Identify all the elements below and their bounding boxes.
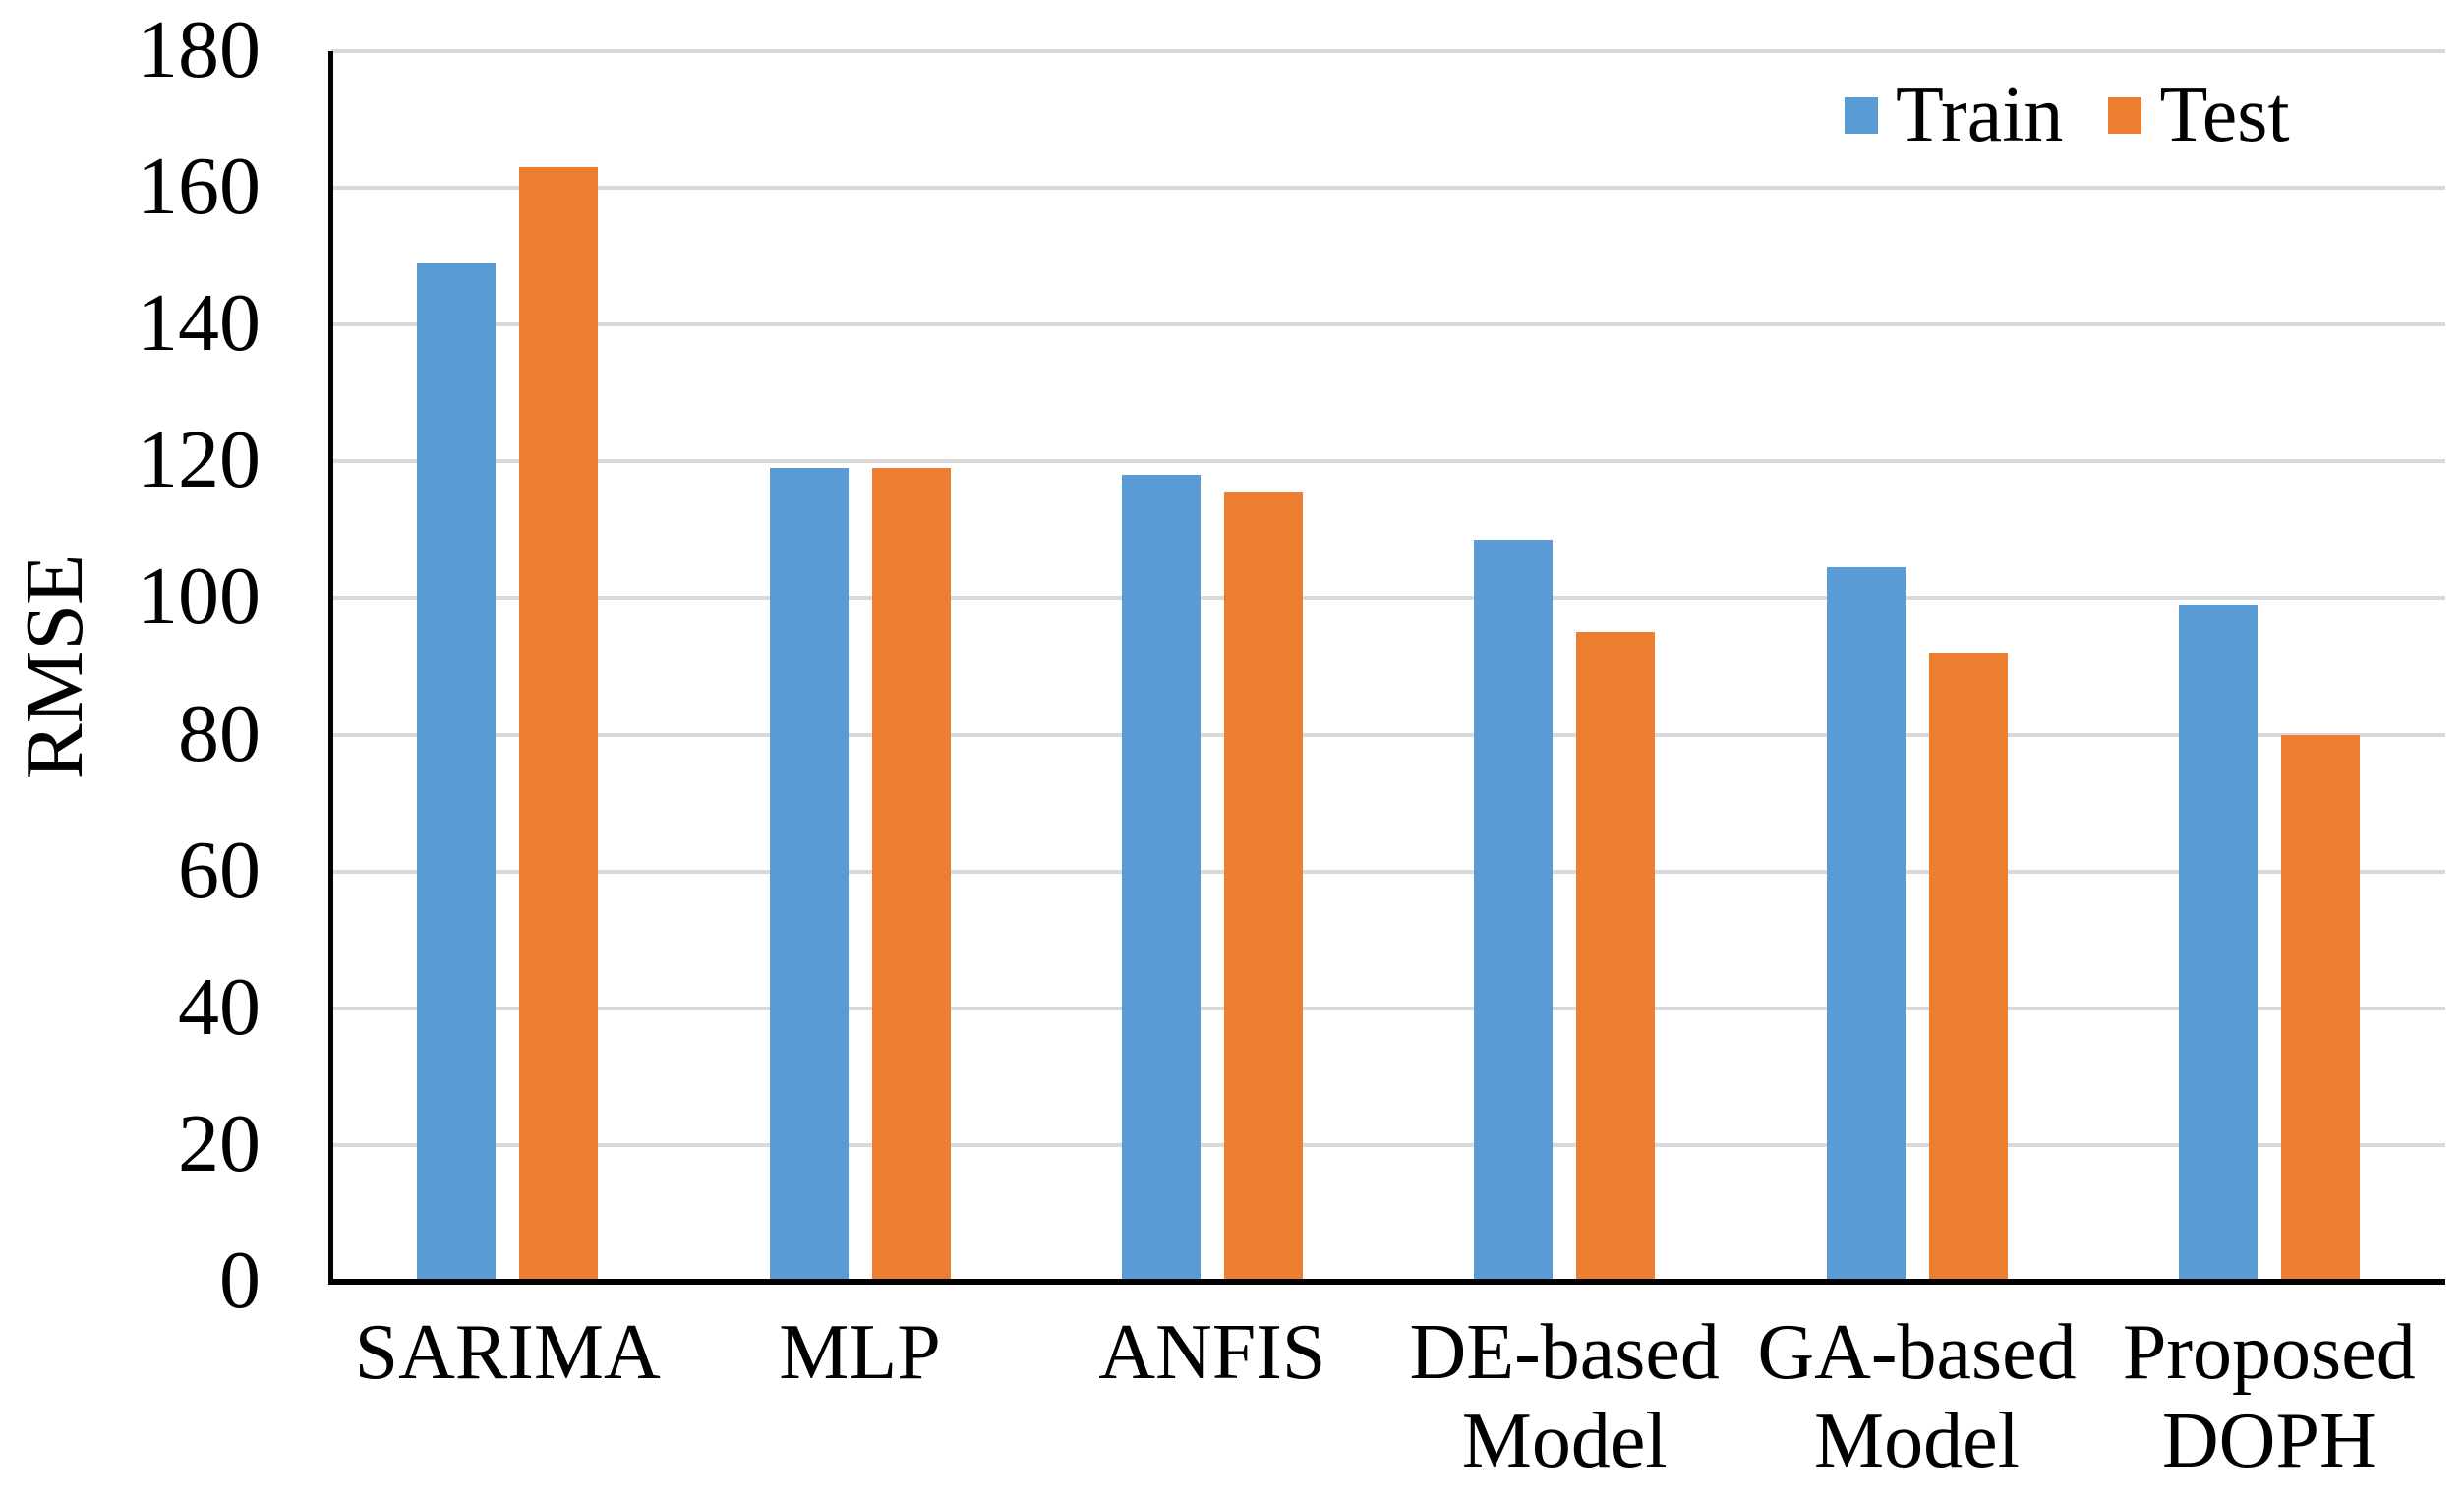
y-axis-tick-label: 100 [137, 550, 261, 643]
x-axis-label: ANFIS [1098, 1309, 1326, 1396]
x-axis-label: DE-based Model [1409, 1309, 1720, 1484]
gridline [331, 596, 2445, 601]
y-axis-tick-label: 80 [178, 687, 261, 779]
bar-test-3 [1223, 491, 1303, 1282]
legend-label: Test [2159, 72, 2290, 158]
y-axis-tick-label: 140 [137, 277, 261, 370]
y-axis-tick-label: 40 [178, 960, 261, 1053]
x-axis-line [328, 1279, 2445, 1285]
gridline [331, 459, 2445, 464]
y-axis-line [328, 51, 333, 1282]
y-axis-title: RMSE [8, 553, 100, 779]
legend: Train Test [1845, 71, 2290, 159]
gridline [331, 732, 2445, 737]
x-axis-label: Proposed DOPH [2122, 1309, 2416, 1484]
bar-test-5 [1928, 653, 2008, 1282]
x-axis-label: SARIMA [354, 1309, 661, 1396]
x-axis-label: GA-based Model [1757, 1309, 2077, 1484]
bar-train-3 [1121, 475, 1201, 1282]
y-axis-tick-label: 0 [219, 1235, 261, 1326]
legend-item-test: Test [2108, 71, 2290, 159]
bar-train-2 [769, 468, 849, 1282]
gridline [331, 869, 2445, 874]
gridline [331, 1142, 2445, 1147]
y-axis-tick-label: 60 [178, 824, 261, 916]
bar-test-6 [2280, 734, 2360, 1282]
y-axis-tick-label: 160 [137, 141, 261, 233]
legend-label: Train [1896, 72, 2064, 158]
x-axis-label: MLP [779, 1309, 941, 1396]
bar-train-1 [417, 262, 497, 1282]
bar-test-2 [871, 468, 951, 1282]
legend-swatch-test [2108, 96, 2142, 134]
plot-area [328, 49, 2445, 1285]
gridline [331, 1006, 2445, 1010]
bar-test-4 [1576, 632, 1656, 1282]
legend-item-train: Train [1845, 71, 2063, 159]
legend-swatch-train [1845, 96, 1878, 134]
y-axis-tick-label: 120 [137, 414, 261, 506]
bar-train-6 [2178, 605, 2258, 1282]
y-axis-tick-label: 180 [137, 4, 261, 95]
bar-train-5 [1826, 567, 1906, 1282]
gridline [331, 186, 2445, 191]
gridline [331, 322, 2445, 327]
gridline [331, 49, 2445, 53]
y-axis-tick-label: 20 [178, 1097, 261, 1189]
bar-test-1 [519, 167, 599, 1282]
bar-train-4 [1474, 540, 1554, 1282]
